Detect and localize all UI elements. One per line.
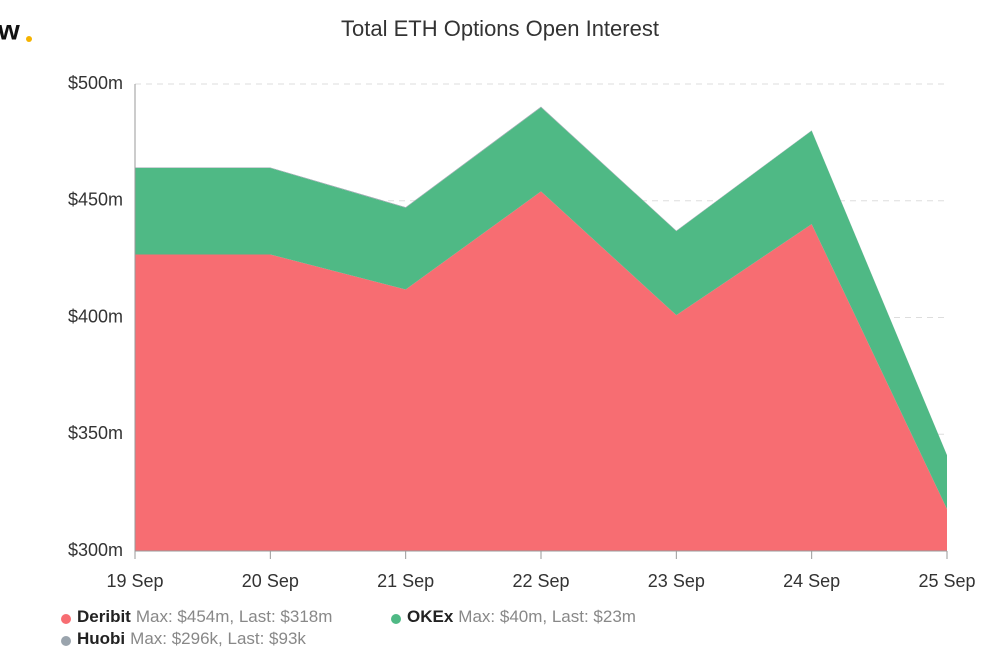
y-tick-label: $450m: [68, 190, 123, 210]
y-tick-label: $300m: [68, 540, 123, 560]
legend-name: Deribit: [77, 607, 131, 626]
legend-name: OKEx: [407, 607, 454, 626]
legend-marker: [391, 614, 401, 624]
x-tick-label: 21 Sep: [377, 571, 434, 591]
legend-entry: Huobi Max: $296k, Last: $93k: [77, 629, 306, 648]
legend-text: Max: $296k, Last: $93k: [130, 629, 306, 648]
y-tick-label: $350m: [68, 423, 123, 443]
x-tick-label: 24 Sep: [783, 571, 840, 591]
legend-marker: [61, 614, 71, 624]
x-tick-label: 23 Sep: [648, 571, 705, 591]
y-tick-label: $500m: [68, 73, 123, 93]
area: [135, 107, 947, 509]
legend-text: Max: $454m, Last: $318m: [136, 607, 333, 626]
y-tick-label: $400m: [68, 306, 123, 326]
legend-text: Max: $40m, Last: $23m: [458, 607, 636, 626]
legend-entry: Deribit Max: $454m, Last: $318m: [77, 607, 332, 626]
x-tick-label: 19 Sep: [106, 571, 163, 591]
legend-name: Huobi: [77, 629, 125, 648]
x-tick-label: 25 Sep: [918, 571, 975, 591]
x-tick-label: 22 Sep: [512, 571, 569, 591]
chart-title: Total ETH Options Open Interest: [341, 16, 659, 41]
logo: w: [0, 14, 20, 45]
legend-marker: [61, 636, 71, 646]
area: [135, 191, 947, 551]
legend-entry: OKEx Max: $40m, Last: $23m: [407, 607, 636, 626]
logo-dot: [26, 36, 32, 42]
x-tick-label: 20 Sep: [242, 571, 299, 591]
